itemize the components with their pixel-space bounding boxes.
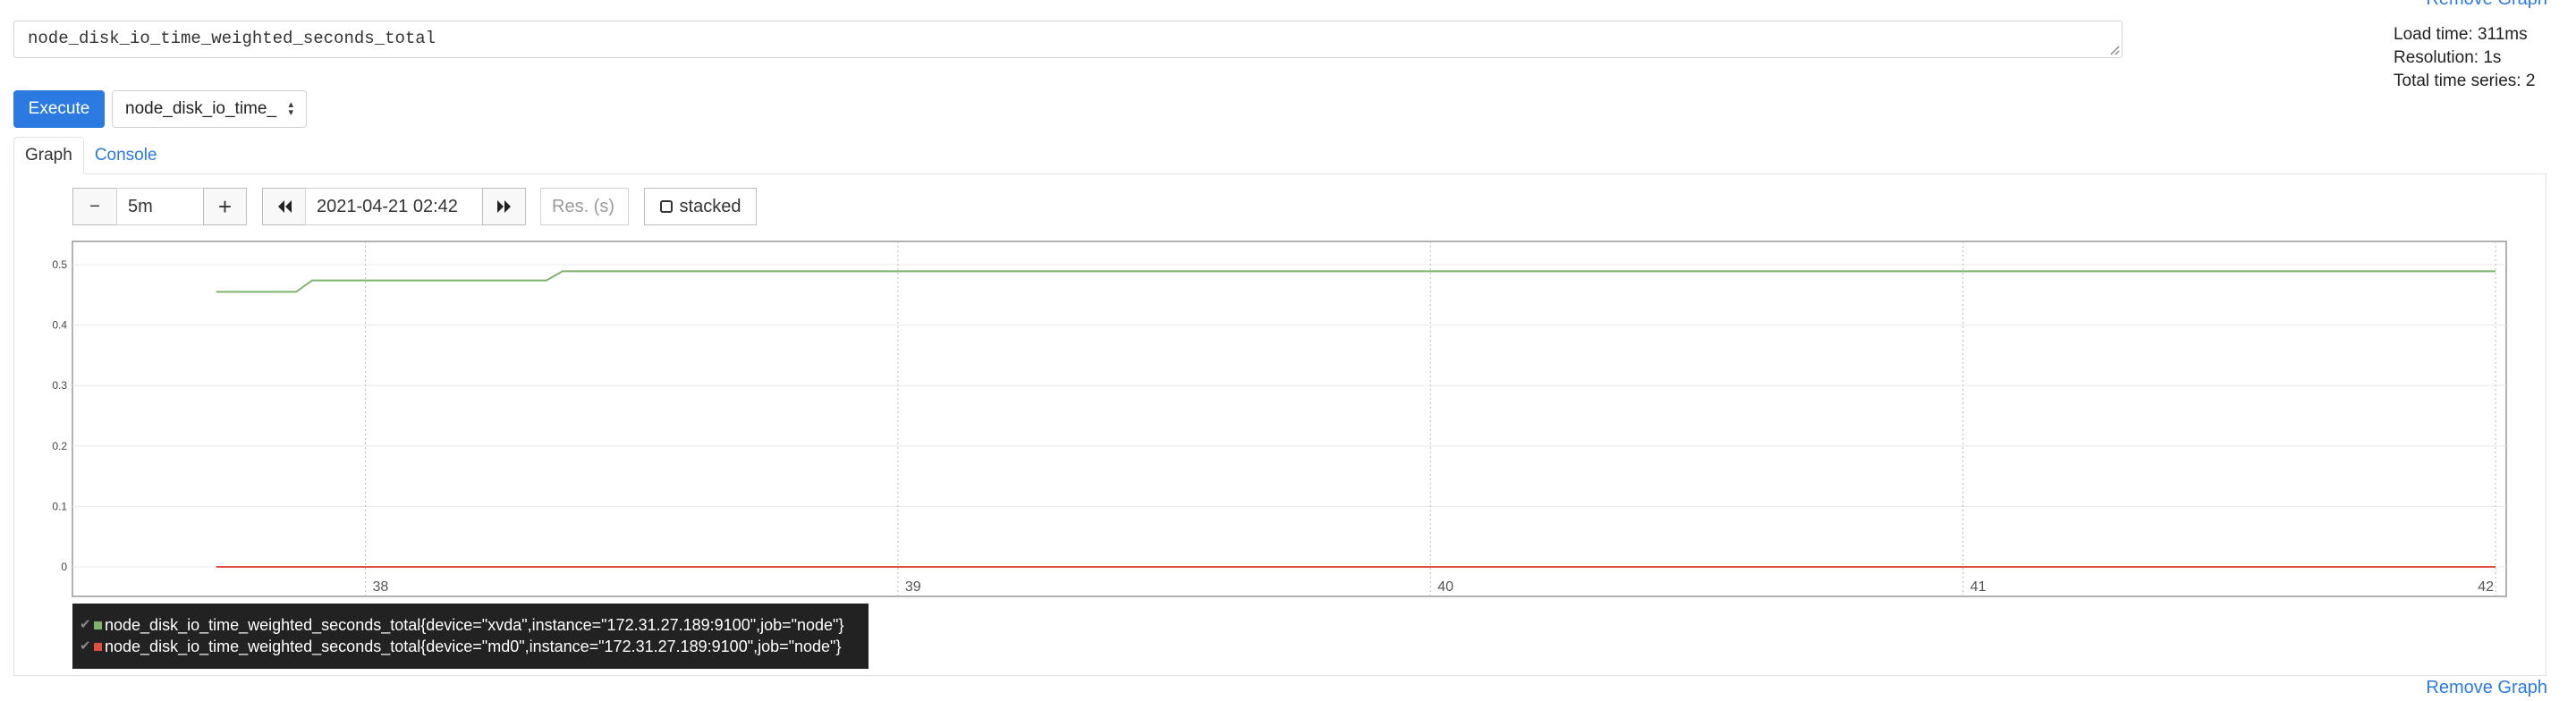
plot-area	[72, 241, 2507, 597]
remove-graph-link-bottom[interactable]: Remove Graph	[2426, 678, 2547, 697]
metric-select-value: node_disk_io_time_	[125, 99, 277, 118]
y-tick-label: 0	[61, 561, 67, 573]
range-decrease-button[interactable]: −	[72, 188, 117, 225]
legend-item[interactable]: ✔ node_disk_io_time_weighted_seconds_tot…	[80, 636, 869, 657]
legend-label: node_disk_io_time_weighted_seconds_total…	[105, 616, 844, 634]
expression-input[interactable]: node_disk_io_time_weighted_seconds_total	[13, 21, 2123, 58]
tab-console[interactable]: Console	[94, 146, 157, 165]
range-increase-button[interactable]: +	[203, 188, 247, 225]
y-tick-label: 0.2	[52, 440, 67, 452]
legend-check-icon: ✔	[80, 638, 91, 654]
legend-item[interactable]: ✔ node_disk_io_time_weighted_seconds_tot…	[80, 614, 869, 636]
x-tick-label: 39	[905, 579, 921, 595]
query-stats: Load time: 311ms Resolution: 1s Total ti…	[2394, 23, 2535, 93]
series-line	[216, 270, 2496, 293]
stacked-checkbox[interactable]	[659, 200, 673, 213]
double-chevron-left-icon	[277, 200, 292, 213]
graph-legend: ✔ node_disk_io_time_weighted_seconds_tot…	[72, 604, 869, 669]
legend-label: node_disk_io_time_weighted_seconds_total…	[105, 638, 842, 655]
time-forward-button[interactable]	[482, 188, 526, 225]
y-tick-label: 0.3	[52, 379, 67, 392]
select-arrows-icon: ▴ ▾	[288, 99, 293, 118]
resize-grip-icon[interactable]	[2107, 43, 2120, 55]
end-time-input[interactable]: 2021-04-21 02:42	[305, 188, 483, 225]
x-tick-label: 38	[372, 579, 388, 595]
x-tick-label: 42	[2478, 579, 2494, 595]
y-tick-label: 0.4	[52, 319, 67, 332]
metric-select[interactable]: node_disk_io_time_ ▴ ▾	[112, 90, 307, 128]
tab-graph[interactable]: Graph	[13, 137, 84, 174]
legend-swatch	[94, 621, 102, 629]
tab-bar: Graph Console	[13, 137, 168, 174]
y-tick-label: 0.5	[52, 258, 67, 271]
stacked-label: stacked	[679, 196, 741, 216]
time-back-button[interactable]	[262, 188, 306, 225]
legend-swatch	[94, 642, 102, 651]
execute-button[interactable]: Execute	[13, 90, 105, 128]
legend-check-icon: ✔	[80, 617, 91, 632]
x-tick-label: 41	[1970, 579, 1987, 595]
x-tick-label: 40	[1437, 579, 1453, 595]
double-chevron-right-icon	[496, 200, 511, 213]
expression-text: node_disk_io_time_weighted_seconds_total	[28, 29, 436, 48]
load-time: Load time: 311ms	[2394, 25, 2528, 44]
resolution-stat: Resolution: 1s	[2394, 48, 2502, 67]
total-series: Total time series: 2	[2394, 72, 2536, 90]
remove-graph-link-top[interactable]: Remove Graph	[2426, 0, 2547, 10]
resolution-input[interactable]: Res. (s)	[540, 188, 629, 225]
stacked-toggle[interactable]: stacked	[644, 188, 757, 225]
y-tick-label: 0.1	[52, 500, 67, 512]
